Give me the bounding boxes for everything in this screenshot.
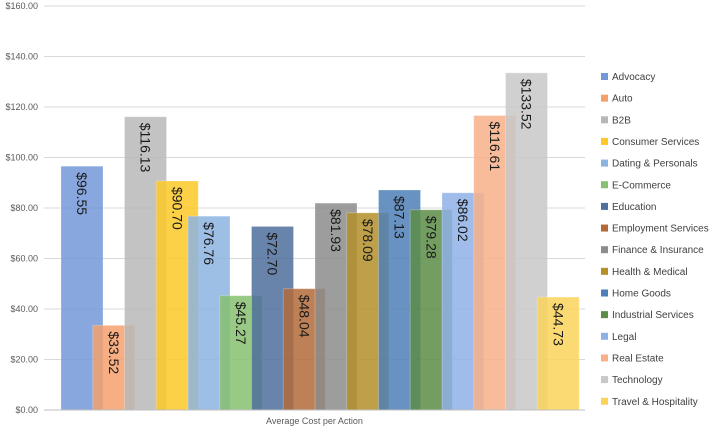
legend-label: Advocacy — [612, 72, 655, 83]
legend-swatch — [601, 159, 608, 167]
legend-swatch — [601, 354, 608, 362]
legend-swatch — [601, 224, 608, 232]
legend-label: Home Goods — [612, 289, 671, 300]
legend-swatch — [601, 181, 608, 189]
y-tick-label: $60.00 — [10, 254, 38, 264]
legend-swatch — [601, 376, 608, 384]
legend-swatch — [601, 332, 608, 340]
y-tick-label: $160.00 — [5, 1, 38, 11]
data-label: $90.70 — [169, 187, 185, 230]
legend-swatch — [601, 116, 608, 124]
legend-label: E-Commerce — [612, 180, 671, 191]
bar-15 — [536, 296, 580, 411]
data-label: $79.28 — [423, 216, 439, 259]
legend-label: Industrial Services — [612, 310, 694, 321]
legend-label: Technology — [612, 375, 663, 386]
legend-label: B2B — [612, 115, 631, 126]
legend-swatch — [601, 267, 608, 275]
y-tick-label: $40.00 — [10, 304, 38, 314]
y-tick-label: $140.00 — [5, 52, 38, 62]
legend-swatch — [601, 246, 608, 254]
x-axis-title: Average Cost per Action — [266, 416, 363, 426]
data-label: $116.13 — [138, 123, 154, 173]
data-label: $81.93 — [328, 209, 344, 252]
legend-label: Auto — [612, 94, 633, 105]
legend-label: Dating & Personals — [612, 159, 698, 170]
data-label: $78.09 — [360, 219, 376, 262]
legend-swatch — [601, 311, 608, 319]
legend-label: Education — [612, 202, 656, 213]
data-labels: $96.55 $33.52 $116.13 $90.70 $76.76 $45.27 $72… — [74, 79, 566, 375]
legend-swatch — [601, 94, 608, 102]
legend-swatch — [601, 73, 608, 80]
y-tick-label: $0.00 — [15, 405, 38, 415]
y-tick-label: $80.00 — [10, 203, 38, 213]
data-label: $72.70 — [265, 232, 281, 275]
legend-label: Health & Medical — [612, 267, 688, 278]
data-label: $76.76 — [201, 222, 217, 265]
data-label: $44.73 — [550, 303, 566, 346]
y-tick-label: $120.00 — [5, 102, 38, 112]
y-tick-label: $20.00 — [10, 355, 38, 365]
data-label: $133.52 — [519, 79, 535, 130]
legend-label: Consumer Services — [612, 137, 699, 148]
legend-swatch — [601, 289, 608, 297]
data-label: $86.02 — [455, 199, 471, 242]
legend-label: Finance & Insurance — [612, 245, 704, 256]
data-label: $116.61 — [487, 122, 503, 172]
legend-label: Legal — [612, 332, 636, 343]
data-label: $96.55 — [74, 172, 90, 215]
data-label: $87.13 — [392, 196, 408, 239]
bars — [60, 72, 580, 411]
data-label: $48.04 — [296, 295, 312, 338]
legend-swatch — [601, 397, 608, 405]
y-tick-label: $100.00 — [5, 153, 38, 163]
y-axis: $0.00 $20.00 $40.00 $60.00 $80.00 $100.00 $120… — [5, 1, 38, 415]
legend-label: Real Estate — [612, 353, 664, 364]
legend-label: Employment Services — [612, 224, 709, 235]
legend-swatch — [601, 202, 608, 210]
legend: Advocacy Auto B2B Consumer Services Dating &… — [601, 72, 709, 408]
data-label: $33.52 — [106, 331, 122, 374]
legend-swatch — [601, 137, 608, 145]
data-label: $45.27 — [233, 302, 249, 345]
legend-label: Travel & Hospitality — [612, 397, 698, 408]
